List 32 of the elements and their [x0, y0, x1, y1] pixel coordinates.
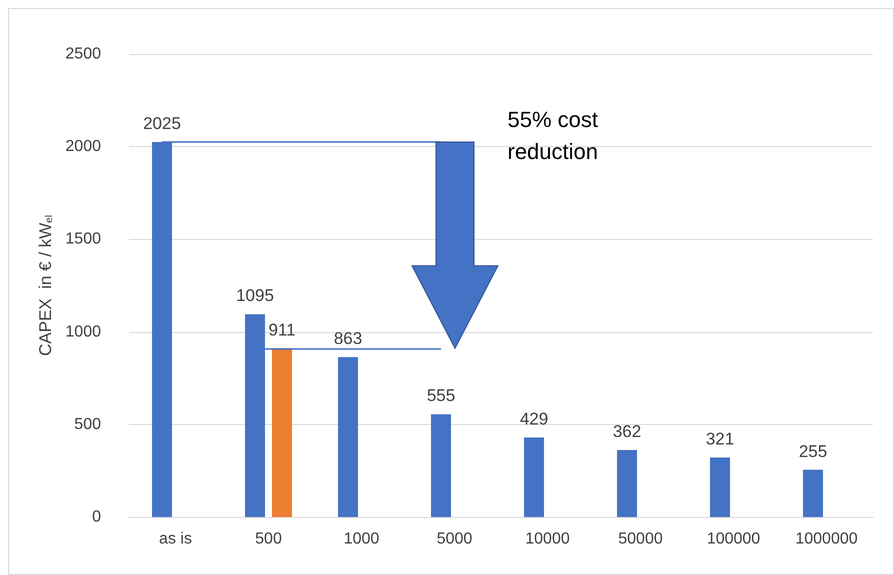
data-label: 863	[334, 329, 362, 348]
bar	[803, 470, 823, 517]
y-tick-label: 500	[74, 416, 102, 433]
bar	[338, 357, 358, 517]
y-tick-label: 0	[92, 508, 102, 526]
x-tick-label: 5000	[436, 530, 472, 548]
y-tick-label: 2000	[65, 138, 102, 156]
bar	[431, 414, 451, 517]
data-label: 362	[612, 422, 642, 441]
y-tick-label: 1000	[65, 323, 102, 340]
y-tick-label: 2500	[65, 46, 102, 62]
y-axis-title: CAPEX in € / kWel	[36, 215, 56, 356]
y-tick-label: 1500	[65, 230, 102, 248]
data-label: 255	[798, 442, 828, 461]
x-tick-label: as is	[159, 530, 192, 548]
bar	[710, 458, 730, 517]
data-label: 429	[520, 410, 548, 429]
annotation: 55% cost reduction	[508, 106, 604, 164]
x-tick-label: 1000	[344, 530, 380, 548]
data-label: 321	[706, 430, 734, 449]
bar	[617, 450, 637, 517]
x-tick-label: 1000000	[795, 530, 858, 548]
data-label: 2025	[143, 114, 181, 133]
x-tick-label: 50000	[618, 530, 663, 548]
data-label: 555	[426, 386, 456, 406]
bar	[524, 438, 544, 517]
data-label: 1095	[236, 286, 274, 306]
data-label: 911	[268, 320, 296, 340]
bar	[272, 348, 292, 517]
x-tick-label: 10000	[525, 530, 570, 548]
x-tick-label: 100000	[706, 530, 760, 548]
x-tick-label: 500	[255, 530, 282, 548]
